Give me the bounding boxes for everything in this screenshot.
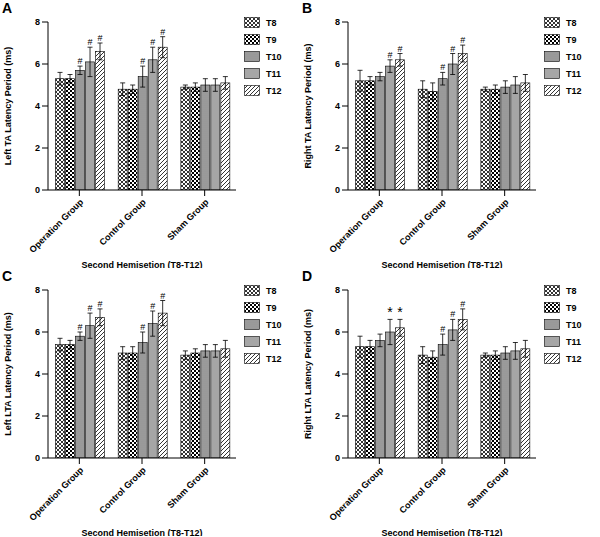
svg-text:Left TA Latency Period (ms): Left TA Latency Period (ms) xyxy=(8,47,13,166)
html-text:T9: T9 xyxy=(566,302,577,313)
svg-text:Second Hemisetion (T8-T12): Second Hemisetion (T8-T12) xyxy=(81,528,202,536)
svg-text:Operation Group: Operation Group xyxy=(327,197,385,255)
html-text:C: C xyxy=(2,268,13,284)
html-text:T12: T12 xyxy=(266,353,282,364)
svg-text:4: 4 xyxy=(35,369,40,379)
svg-text:Right TA Latency Period (ms): Right TA Latency Period (ms) xyxy=(303,43,313,168)
svg-text:#: # xyxy=(440,324,445,334)
svg-text:Sham Group: Sham Group xyxy=(165,465,211,511)
html-text:B: B xyxy=(302,0,313,16)
svg-text:6: 6 xyxy=(35,59,40,69)
html-text:D: D xyxy=(302,268,313,284)
svg-text:4: 4 xyxy=(35,101,40,111)
svg-text:#: # xyxy=(140,322,145,332)
svg-text:#: # xyxy=(78,322,83,332)
svg-text:Right LTA Latency Period (ms): Right LTA Latency Period (ms) xyxy=(303,309,313,439)
svg-text:Sham Group: Sham Group xyxy=(465,465,511,511)
svg-text:0: 0 xyxy=(35,453,40,463)
svg-text:#: # xyxy=(78,56,83,66)
svg-text:*: * xyxy=(387,304,393,320)
html-text:T8: T8 xyxy=(266,17,277,28)
svg-text:Operation Group: Operation Group xyxy=(27,197,85,255)
svg-text:4: 4 xyxy=(335,101,340,111)
svg-text:#: # xyxy=(98,299,103,309)
svg-text:#: # xyxy=(150,301,155,311)
svg-text:#: # xyxy=(450,309,455,319)
html-text:T11: T11 xyxy=(566,336,581,347)
svg-text:Operation Group: Operation Group xyxy=(327,465,385,523)
svg-text:Control Group: Control Group xyxy=(97,465,148,516)
svg-text:8: 8 xyxy=(35,285,40,295)
svg-text:2: 2 xyxy=(35,411,40,421)
svg-text:Second Hemisetion (T8-T12): Second Hemisetion (T8-T12) xyxy=(81,260,202,268)
html-text:T12: T12 xyxy=(266,85,282,96)
html-text:T11: T11 xyxy=(266,336,281,347)
svg-text:Sham Group: Sham Group xyxy=(465,197,511,243)
svg-text:#: # xyxy=(460,35,465,45)
svg-text:#: # xyxy=(98,33,103,43)
svg-text:2: 2 xyxy=(335,411,340,421)
svg-text:Sham Group: Sham Group xyxy=(165,197,211,243)
svg-text:#: # xyxy=(88,37,93,47)
svg-text:4: 4 xyxy=(335,369,340,379)
html-text:T9: T9 xyxy=(266,34,277,45)
svg-text:#: # xyxy=(388,50,393,60)
html-text:T10: T10 xyxy=(566,319,582,330)
svg-text:#: # xyxy=(140,56,145,66)
svg-text:Control Group: Control Group xyxy=(97,197,148,248)
html-text:T10: T10 xyxy=(566,51,582,62)
html-text:T12: T12 xyxy=(566,353,582,364)
svg-text:Left LTA Latency Period (ms): Left LTA Latency Period (ms) xyxy=(8,312,13,435)
html-text:T11: T11 xyxy=(266,68,281,79)
svg-text:#: # xyxy=(88,303,93,313)
svg-text:6: 6 xyxy=(335,327,340,337)
svg-text:*: * xyxy=(397,304,403,320)
html-text:T9: T9 xyxy=(266,302,277,313)
svg-text:Second Hemisetion (T8-T12): Second Hemisetion (T8-T12) xyxy=(381,260,502,268)
svg-text:2: 2 xyxy=(35,143,40,153)
html-text:A: A xyxy=(2,0,13,16)
svg-text:8: 8 xyxy=(335,285,340,295)
svg-text:0: 0 xyxy=(335,453,340,463)
html-text:T10: T10 xyxy=(266,319,282,330)
html-text:T11: T11 xyxy=(566,68,581,79)
svg-text:#: # xyxy=(150,37,155,47)
html-text:T12: T12 xyxy=(566,85,582,96)
svg-text:0: 0 xyxy=(35,185,40,195)
svg-text:Control Group: Control Group xyxy=(397,465,448,516)
html-text:T9: T9 xyxy=(566,34,577,45)
svg-text:Control Group: Control Group xyxy=(397,197,448,248)
svg-text:6: 6 xyxy=(335,59,340,69)
html-text:T8: T8 xyxy=(566,17,577,28)
html-text:T8: T8 xyxy=(266,285,277,296)
svg-text:6: 6 xyxy=(35,327,40,337)
svg-text:2: 2 xyxy=(335,143,340,153)
html-text:T8: T8 xyxy=(566,285,577,296)
svg-text:Operation Group: Operation Group xyxy=(27,465,85,523)
svg-text:#: # xyxy=(160,27,165,37)
svg-text:#: # xyxy=(440,62,445,72)
svg-text:8: 8 xyxy=(35,17,40,27)
svg-text:8: 8 xyxy=(335,17,340,27)
html-text:T10: T10 xyxy=(266,51,282,62)
svg-text:#: # xyxy=(160,291,165,301)
svg-text:0: 0 xyxy=(335,185,340,195)
svg-text:Second Hemisetion (T8-T12): Second Hemisetion (T8-T12) xyxy=(381,528,502,536)
svg-text:#: # xyxy=(460,299,465,309)
svg-text:#: # xyxy=(450,44,455,54)
svg-text:#: # xyxy=(398,44,403,54)
